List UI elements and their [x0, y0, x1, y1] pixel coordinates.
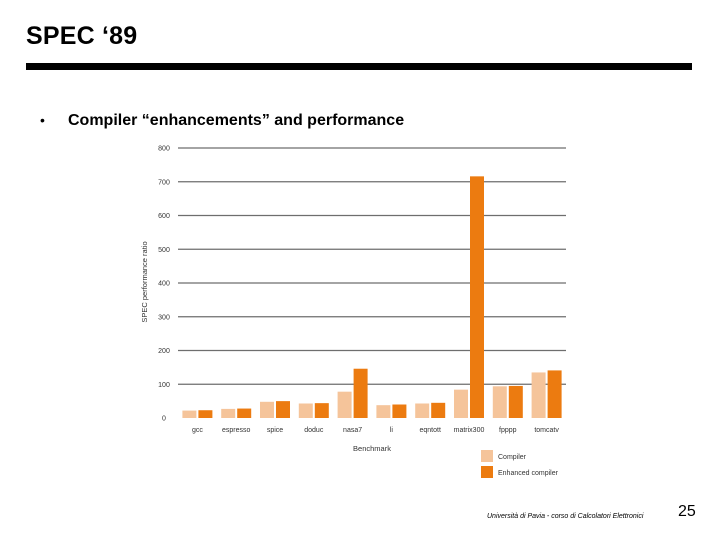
- slide-title: SPEC ‘89: [26, 22, 138, 50]
- y-tick-label: 700: [158, 179, 170, 186]
- bar-nasa7-compiler: [337, 391, 352, 418]
- tick-layer: 0 100 200 300 400 500 600 700 800 gcc espresso spic…: [158, 146, 559, 435]
- x-tick-label: eqntott: [419, 427, 440, 434]
- footer-text: Università di Pavia - corso di Calcolato…: [487, 513, 644, 520]
- legend-label: Compiler: [498, 454, 527, 461]
- bar-nasa7-enhanced: [353, 368, 368, 418]
- bar-fpppp-enhanced: [508, 385, 523, 418]
- grid-layer: [178, 147, 566, 385]
- bar-espresso-enhanced: [237, 408, 252, 418]
- bar-matrix300-compiler: [454, 389, 468, 418]
- bar-tomcatv-enhanced: [547, 370, 562, 418]
- x-tick-label: matrix300: [454, 427, 485, 434]
- y-tick-label: 100: [158, 382, 170, 389]
- bar-matrix300-enhanced: [470, 176, 484, 418]
- bullet-marker: •: [40, 112, 45, 128]
- bar-spice-enhanced: [276, 401, 290, 418]
- x-tick-label: doduc: [304, 427, 324, 434]
- legend-label: Enhanced compiler: [498, 470, 559, 477]
- x-tick-label: li: [390, 427, 394, 434]
- x-tick-label: espresso: [222, 427, 251, 434]
- bar-layer: [182, 176, 562, 418]
- x-axis-label: Benchmark: [353, 444, 391, 453]
- bar-eqntott-compiler: [415, 403, 430, 418]
- bar-doduc-enhanced: [314, 403, 329, 418]
- y-tick-label: 0: [162, 416, 166, 423]
- bar-spice-compiler: [260, 401, 274, 418]
- bar-tomcatv-compiler: [531, 372, 546, 418]
- bar-li-enhanced: [392, 404, 407, 418]
- x-tick-label: spice: [267, 427, 283, 434]
- bar-espresso-compiler: [221, 408, 236, 418]
- y-tick-label: 400: [158, 281, 170, 288]
- legend-swatch-compiler: [481, 450, 493, 462]
- y-tick-label: 800: [158, 146, 170, 153]
- bar-eqntott-enhanced: [431, 402, 446, 418]
- bar-li-compiler: [376, 405, 391, 418]
- bar-gcc-compiler: [182, 410, 197, 418]
- y-tick-label: 300: [158, 314, 170, 321]
- bar-fpppp-compiler: [492, 386, 507, 418]
- y-tick-label: 600: [158, 213, 170, 220]
- y-tick-label: 200: [158, 348, 170, 355]
- page-number: 25: [678, 503, 696, 520]
- x-tick-label: gcc: [192, 427, 203, 434]
- x-tick-label: fpppp: [499, 427, 517, 434]
- bar-doduc-compiler: [298, 403, 313, 418]
- y-axis-label: SPEC performance ratio: [140, 241, 149, 322]
- y-tick-label: 500: [158, 247, 170, 254]
- legend-swatch-enhanced: [481, 466, 493, 478]
- x-tick-label: tomcatv: [534, 427, 559, 434]
- x-tick-label: nasa7: [343, 427, 362, 434]
- bar-gcc-enhanced: [198, 410, 213, 418]
- title-rule: [26, 63, 692, 70]
- legend: Compiler Enhanced compiler: [481, 450, 559, 478]
- bullet-text: Compiler “enhancements” and performance: [68, 112, 405, 129]
